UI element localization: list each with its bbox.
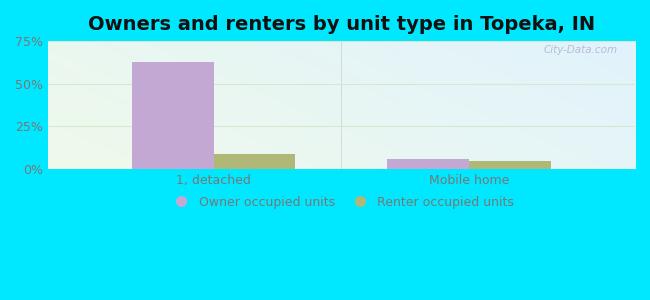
Bar xyxy=(132,61,214,169)
Text: City-Data.com: City-Data.com xyxy=(543,45,618,55)
Bar xyxy=(387,160,469,169)
Legend: Owner occupied units, Renter occupied units: Owner occupied units, Renter occupied un… xyxy=(164,191,519,214)
Bar xyxy=(214,154,296,169)
Title: Owners and renters by unit type in Topeka, IN: Owners and renters by unit type in Topek… xyxy=(88,15,595,34)
Bar xyxy=(469,161,551,169)
